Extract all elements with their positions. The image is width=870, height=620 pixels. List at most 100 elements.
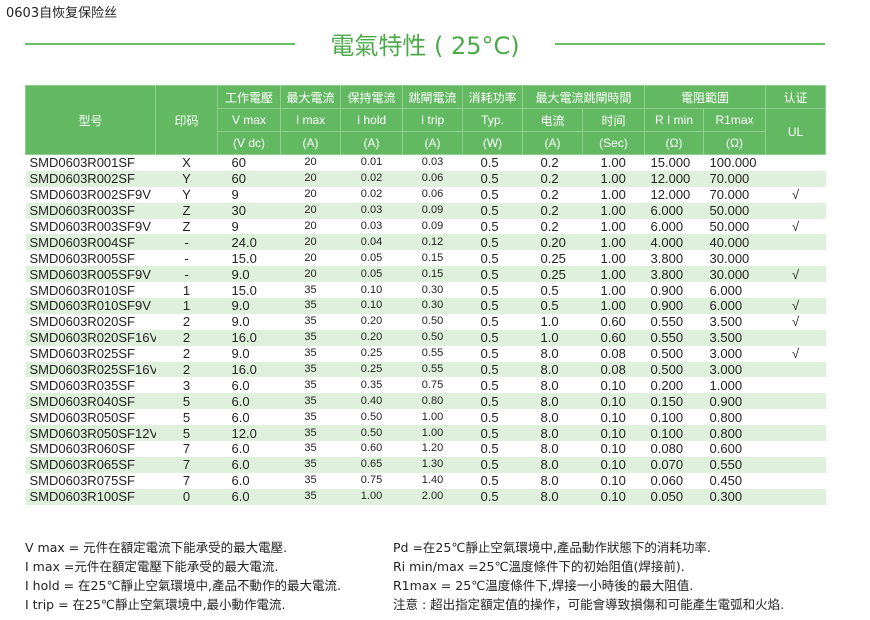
table-cell: SMD0603R025SF — [29, 346, 136, 362]
table-cell: SMD0603R003SF9V — [29, 219, 151, 234]
table-cell: 0.150 — [644, 393, 704, 410]
table-cell: 0.08 — [582, 361, 645, 378]
table-cell — [766, 377, 826, 393]
table-cell: X — [182, 155, 191, 171]
table-cell: 0 — [155, 488, 218, 505]
table-row: SMD0603R002SF Y 60 20 0.02 0.06 0.5 0.2 1.00 12.0… — [25, 170, 826, 187]
table-cell: 0.300 — [703, 488, 766, 505]
table-cell: 0.5 — [480, 219, 499, 234]
table-cell: 0.30 — [421, 283, 444, 296]
table-cell: 100.000 — [709, 155, 757, 171]
table-cell: 0.5 — [462, 234, 523, 251]
table-cell: 1.00 — [582, 298, 645, 314]
table-cell: 7 — [182, 441, 191, 457]
table-cell: 2.00 — [402, 488, 463, 505]
table-cell: 0.2 — [540, 155, 559, 171]
table-cell: 0.500 — [650, 346, 684, 362]
header-cell: 跳閘電流 — [402, 85, 463, 109]
table-cell: SMD0603R005SF — [29, 250, 136, 266]
table-cell: 0.20 — [360, 315, 383, 328]
table-cell — [766, 409, 826, 425]
table-cell: 0.25 — [340, 361, 403, 378]
table-cell: 8.0 — [522, 425, 583, 442]
table-cell: 35 — [280, 361, 341, 378]
table-cell: 0.100 — [644, 425, 704, 442]
table-cell: 1.00 — [600, 155, 626, 171]
table-cell: SMD0603R035SF — [29, 377, 136, 393]
table-cell: 70.000 — [709, 187, 750, 203]
table-row: SMD0603R060SF 7 6.0 35 0.60 1.20 0.5 8.0 0.10 0.0… — [26, 441, 826, 457]
table-cell: 0.2 — [540, 187, 559, 203]
table-cell: 35 — [280, 425, 341, 442]
table-cell: 35 — [304, 442, 317, 455]
table-cell: 0.30 — [402, 298, 463, 314]
table-cell: 0.10 — [340, 298, 403, 314]
table-cell: 1.0 — [540, 314, 559, 330]
table-cell: 0.050 — [644, 488, 704, 505]
table-cell: 0.05 — [360, 251, 383, 264]
table-cell: 0.25 — [540, 250, 566, 266]
table-cell: 15.0 — [231, 282, 257, 298]
table-cell: 5 — [155, 393, 218, 410]
table-cell: 0.080 — [650, 441, 684, 457]
table-cell: 1.000 — [709, 377, 743, 393]
table-cell: 0.5 — [480, 346, 499, 362]
table-row: SMD0603R040SF 5 6.0 35 0.40 0.80 0.5 8.0 0.10 0.1… — [25, 393, 826, 410]
table-cell: 0.15 — [402, 266, 463, 283]
header-cell: 電阻範圍 — [644, 85, 767, 109]
table-row: SMD0603R001SF X 60 20 0.01 0.03 0.5 0.2 1.00 15.0… — [26, 155, 826, 171]
table-cell: 6.0 — [217, 488, 281, 505]
table-cell: 1.30 — [402, 456, 463, 473]
table-cell: 0.5 — [480, 314, 499, 330]
table-cell: 0.20 — [340, 329, 403, 346]
table-cell: 20 — [304, 156, 317, 169]
table-cell: 7 — [155, 456, 218, 473]
table-cell: 1.00 — [600, 187, 626, 203]
table-row: SMD0603R020SF 2 9.0 35 0.20 0.50 0.5 1.0 0.60 0.5… — [26, 314, 826, 330]
note: I trip = 在25℃靜止空氣環境中,最小動作電流. — [25, 597, 286, 612]
table-cell — [766, 441, 826, 457]
table-row: SMD0603R075SF 7 6.0 35 0.75 1.40 0.5 8.0 0.10 0.0… — [26, 473, 826, 489]
table-cell: 1.00 — [340, 488, 403, 505]
table-cell: - — [155, 234, 218, 251]
table-cell: 0.550 — [644, 329, 704, 346]
table-cell — [766, 155, 826, 171]
note: I max =元件在額定電壓下能承受的最大電流. — [25, 559, 279, 574]
table-cell: 60 — [217, 170, 281, 187]
table-cell: 0.10 — [600, 441, 626, 457]
table-row: SMD0603R003SF Z 30 20 0.03 0.09 0.5 0.2 1.00 6.00… — [25, 202, 826, 219]
table-cell: 0.75 — [421, 378, 444, 391]
note: V max = 元件在額定電流下能承受的最大電壓. — [25, 540, 288, 555]
table-cell: 16.0 — [217, 329, 281, 346]
note: I hold = 在25℃靜止空氣環境中,產品不動作的最大電流. — [25, 578, 341, 593]
table-cell: 0.100 — [650, 409, 684, 425]
header-cell: (W) — [462, 131, 523, 155]
table-cell: 35 — [304, 347, 317, 360]
table-cell: 0.5 — [462, 170, 523, 187]
table-cell: 16.0 — [217, 361, 281, 378]
table-cell: 20 — [280, 234, 341, 251]
table-cell: 0.5 — [480, 441, 499, 457]
table-cell: 0.900 — [703, 393, 766, 410]
notes-right: Pd =在25℃靜止空氣環境中,產品動作狀態下的消耗功率. Ri min/max … — [393, 538, 784, 614]
table-cell: SMD0603R001SF — [29, 155, 136, 171]
header-cell: 保持電流 — [340, 85, 403, 109]
table-cell: 35 — [304, 315, 317, 328]
header-cell: I max — [280, 108, 341, 132]
table-cell: √ — [791, 219, 800, 234]
table-cell: 3 — [182, 377, 191, 393]
table-cell: 0.900 — [650, 282, 684, 298]
header-cell: (Ω) — [703, 131, 767, 155]
table-cell: 0.50 — [340, 425, 403, 442]
table-cell: 6.000 — [644, 202, 704, 219]
header-cell: (A) — [522, 131, 583, 155]
table-cell: 0.800 — [703, 425, 766, 442]
table-cell: 0.5 — [522, 298, 583, 314]
table-cell: 0.060 — [650, 473, 684, 489]
table-cell: 0.2 — [540, 219, 559, 234]
table-cell: √ — [765, 298, 826, 314]
table-cell: 0.25 — [360, 347, 383, 360]
table-cell: 50.000 — [703, 202, 766, 219]
table-cell: 0.50 — [402, 329, 463, 346]
table-cell: 0.01 — [360, 156, 383, 169]
